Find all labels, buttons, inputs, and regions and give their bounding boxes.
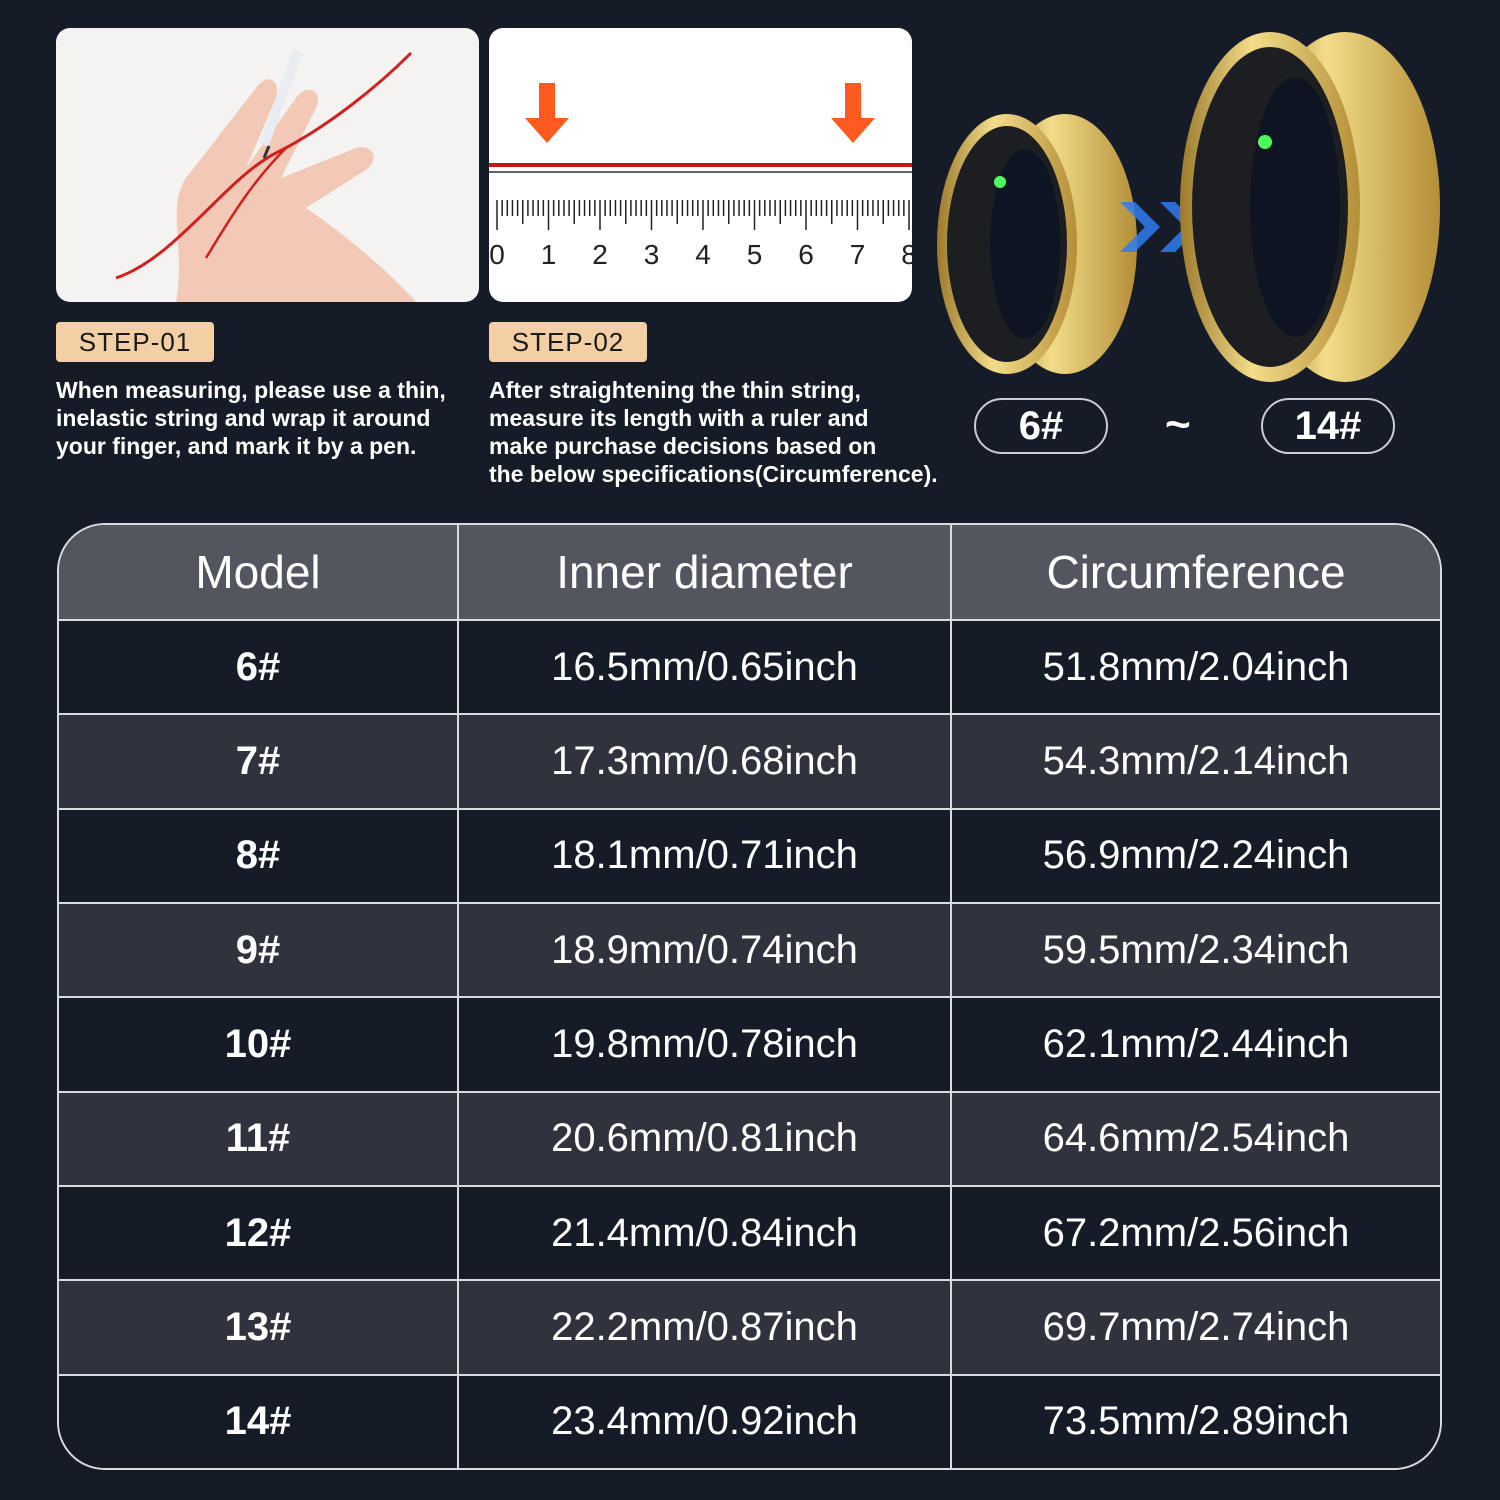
cell-inner-diameter: 16.5mm/0.65inch [459, 621, 952, 716]
cell-inner-diameter: 18.1mm/0.71inch [459, 809, 952, 904]
cell-circumference: 69.7mm/2.74inch [952, 1281, 1440, 1376]
finger-measuring-image [56, 28, 479, 302]
ring-small [937, 114, 1137, 374]
cell-inner-diameter: 23.4mm/0.92inch [459, 1375, 952, 1468]
ruler-number: 3 [644, 239, 660, 270]
ruler-number: 7 [850, 239, 866, 270]
ruler-number: 0 [489, 239, 505, 270]
table-row: 14# 23.4mm/0.92inch 73.5mm/2.89inch [59, 1375, 1440, 1468]
size-chart-table: Model Inner diameter Circumference 6# 16.… [57, 523, 1442, 1470]
table-row: 8# 18.1mm/0.71inch 56.9mm/2.24inch [59, 809, 1440, 904]
cell-circumference: 59.5mm/2.34inch [952, 903, 1440, 999]
ruler-number: 6 [798, 239, 814, 270]
step-02-description: After straightening the thin string, mea… [489, 377, 938, 487]
cell-circumference: 56.9mm/2.24inch [952, 809, 1440, 904]
smart-ring-image [925, 22, 1465, 382]
cell-inner-diameter: 17.3mm/0.68inch [459, 715, 952, 810]
cell-circumference: 73.5mm/2.89inch [952, 1375, 1440, 1468]
ruler-image: 0 1 2 3 4 5 6 7 8 [489, 28, 912, 302]
table-header-row: Model Inner diameter Circumference [59, 525, 1440, 621]
step-01-description: When measuring, please use a thin, inela… [56, 377, 446, 459]
table-row: 11# 20.6mm/0.81inch 64.6mm/2.54inch [59, 1092, 1440, 1187]
cell-model: 10# [59, 998, 459, 1093]
cell-inner-diameter: 19.8mm/0.78inch [459, 998, 952, 1093]
cell-circumference: 62.1mm/2.44inch [952, 998, 1440, 1093]
cell-circumference: 67.2mm/2.56inch [952, 1186, 1440, 1282]
cell-model: 12# [59, 1186, 459, 1282]
table-row: 13# 22.2mm/0.87inch 69.7mm/2.74inch [59, 1281, 1440, 1376]
ruler-number: 4 [695, 239, 711, 270]
cell-model: 13# [59, 1281, 459, 1376]
cell-model: 11# [59, 1092, 459, 1187]
step-01-badge: STEP-01 [56, 322, 214, 362]
range-separator: ~ [1165, 400, 1191, 449]
cell-circumference: 51.8mm/2.04inch [952, 621, 1440, 716]
table-row: 12# 21.4mm/0.84inch 67.2mm/2.56inch [59, 1186, 1440, 1282]
cell-circumference: 64.6mm/2.54inch [952, 1092, 1440, 1187]
cell-inner-diameter: 21.4mm/0.84inch [459, 1186, 952, 1282]
cell-model: 9# [59, 903, 459, 999]
table-row: 6# 16.5mm/0.65inch 51.8mm/2.04inch [59, 621, 1440, 716]
size-min-badge: 6# [974, 398, 1108, 454]
cell-inner-diameter: 20.6mm/0.81inch [459, 1092, 952, 1187]
ruler-number: 2 [592, 239, 608, 270]
ruler-number: 8 [901, 239, 912, 270]
cell-circumference: 54.3mm/2.14inch [952, 715, 1440, 810]
header-inner-diameter: Inner diameter [459, 525, 952, 621]
header-model: Model [59, 525, 459, 621]
table-row: 9# 18.9mm/0.74inch 59.5mm/2.34inch [59, 903, 1440, 999]
cell-inner-diameter: 22.2mm/0.87inch [459, 1281, 952, 1376]
ring-large [1180, 32, 1440, 382]
size-max-badge: 14# [1261, 398, 1395, 454]
step-02-badge: STEP-02 [489, 322, 647, 362]
table-row: 7# 17.3mm/0.68inch 54.3mm/2.14inch [59, 715, 1440, 810]
ruler-number: 1 [541, 239, 557, 270]
cell-model: 7# [59, 715, 459, 810]
table-row: 10# 19.8mm/0.78inch 62.1mm/2.44inch [59, 998, 1440, 1093]
cell-inner-diameter: 18.9mm/0.74inch [459, 903, 952, 999]
header-circumference: Circumference [952, 525, 1440, 621]
cell-model: 8# [59, 809, 459, 904]
cell-model: 6# [59, 621, 459, 716]
cell-model: 14# [59, 1375, 459, 1468]
ruler-number: 5 [747, 239, 763, 270]
